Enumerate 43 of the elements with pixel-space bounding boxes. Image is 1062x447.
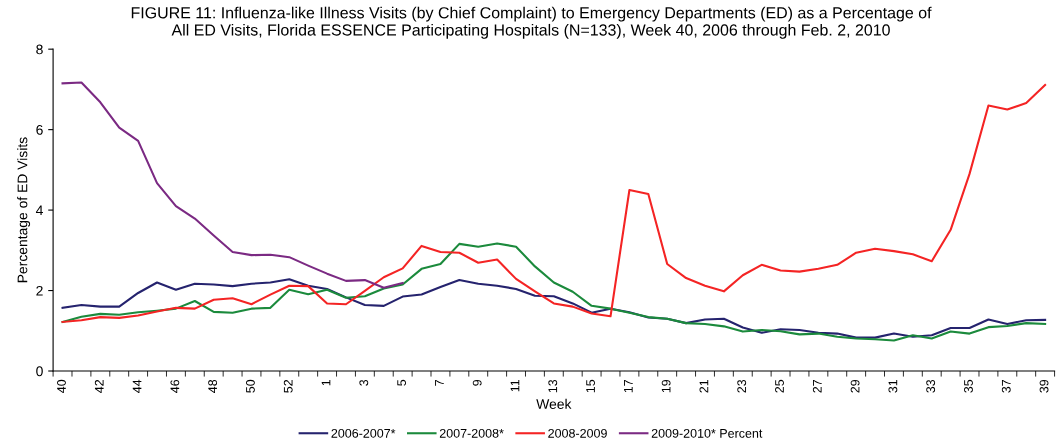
- y-tick-label: 8: [36, 44, 43, 55]
- x-tick-label: 27: [812, 379, 822, 393]
- legend-label: 2009-2010* Percent: [651, 428, 763, 438]
- line-series: [61, 242, 1047, 342]
- x-tick-label: 39: [1039, 379, 1049, 393]
- y-tick-label: 2: [36, 285, 43, 296]
- x-tick-label: 33: [926, 379, 936, 393]
- x-tick-label: 1: [321, 379, 331, 386]
- x-tick-label: 40: [57, 379, 66, 393]
- chart-title: FIGURE 11: Influenza-like Illness Visits (by Chief Complaint) to Emergency Departments (ED) as a Percentage of All ED Visits, Florida ESSENCE Participating Hospitals (N=133), Week 40, 2006 through Feb. 2, 2010: [131, 6, 932, 39]
- x-tick-label: 25: [775, 379, 784, 393]
- x-tick-label: 50: [246, 379, 255, 393]
- line-series: [61, 81, 404, 289]
- x-tick-label: 13: [548, 379, 558, 393]
- y-tick-label: 6: [36, 124, 43, 135]
- x-tick-label: 52: [283, 379, 293, 393]
- x-tick-label: 42: [94, 379, 104, 393]
- x-tick-label: 48: [208, 379, 218, 393]
- y-axis-title: Percentage of ED Visits: [17, 137, 31, 283]
- line-series: [61, 278, 1047, 339]
- x-tick-label: 37: [1001, 379, 1011, 393]
- x-tick-label: 9: [472, 379, 482, 386]
- x-tick-label: 23: [737, 379, 747, 393]
- x-tick-label: 17: [624, 379, 633, 393]
- x-tick-label: 3: [359, 379, 369, 386]
- legend-label: 2007-2008*: [439, 428, 504, 438]
- x-tick-label: 5: [397, 379, 407, 386]
- x-tick-label: 19: [661, 379, 671, 393]
- x-tick-label: 21: [699, 379, 709, 393]
- x-tick-label: 35: [964, 379, 973, 393]
- x-tick-label: 31: [888, 379, 898, 393]
- y-tick-label: 0: [36, 366, 43, 377]
- line-series: [61, 83, 1047, 323]
- x-axis-title: Week: [536, 398, 572, 409]
- x-tick-label: 46: [170, 379, 180, 393]
- legend-label: 2006-2007*: [331, 428, 396, 438]
- x-tick-label: 7: [435, 379, 444, 386]
- x-tick-label: 44: [132, 379, 142, 393]
- x-tick-label: 29: [850, 379, 860, 393]
- x-tick-label: 11: [510, 379, 520, 392]
- legend-label: 2008-2009: [548, 428, 607, 438]
- x-tick-label: 15: [586, 379, 595, 393]
- y-tick-label: 4: [35, 205, 43, 216]
